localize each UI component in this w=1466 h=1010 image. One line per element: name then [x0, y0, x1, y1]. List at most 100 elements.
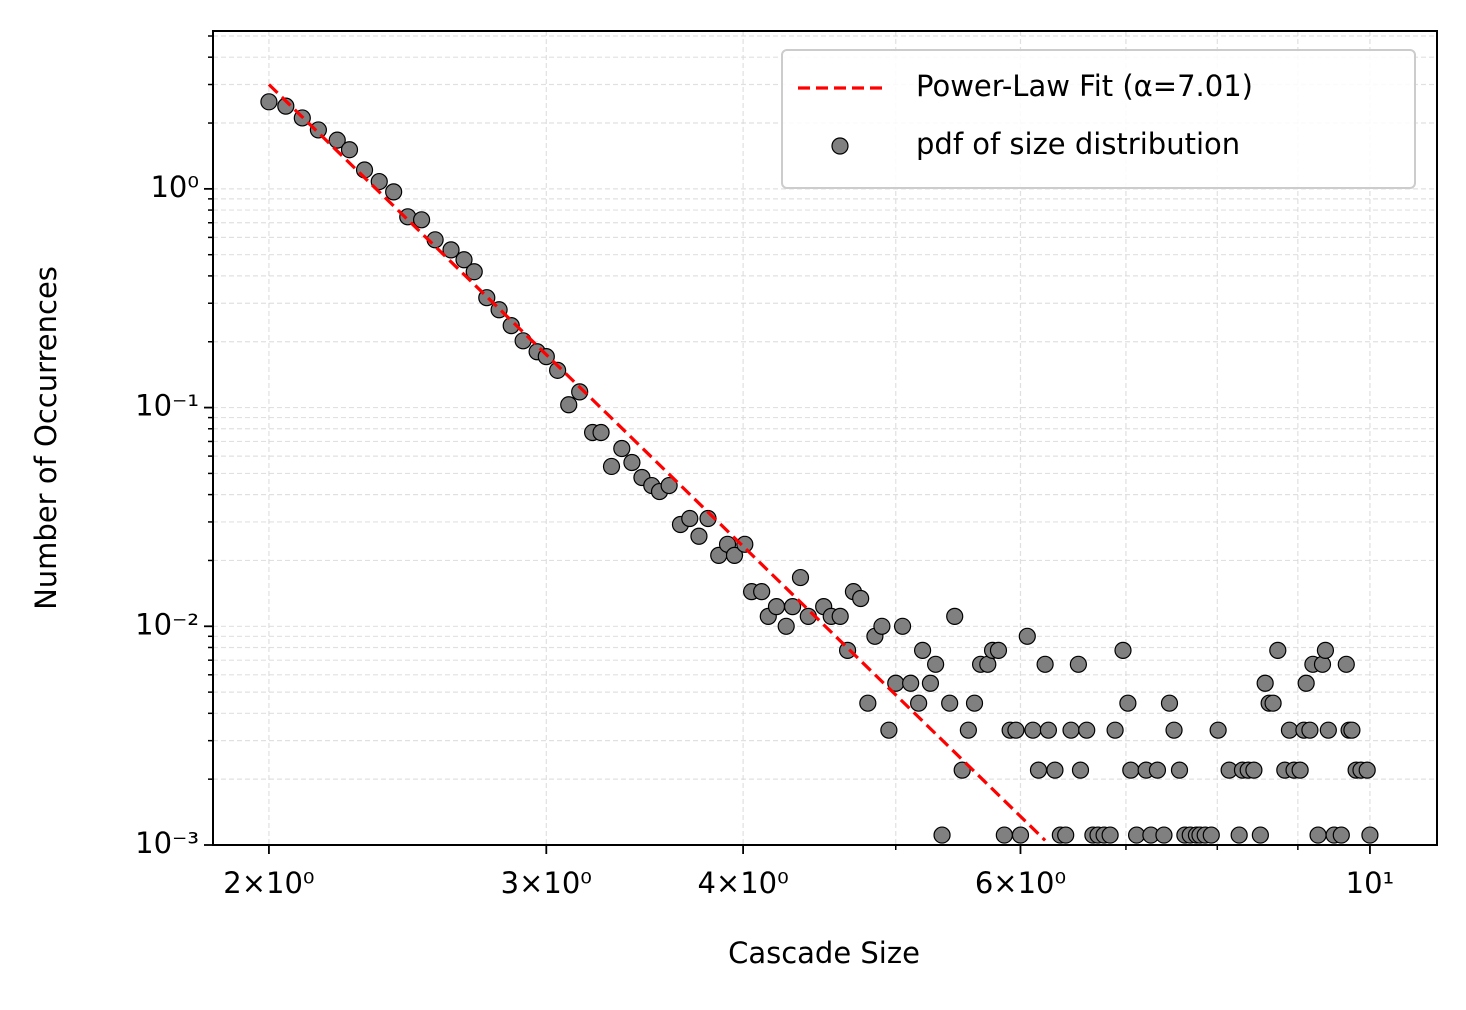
scatter-point [1071, 761, 1090, 779]
scatter-point [1245, 761, 1263, 779]
scatter-point [753, 583, 771, 601]
scatter-point [340, 141, 359, 159]
scatter-point [1332, 826, 1350, 844]
scatter-point [959, 721, 977, 739]
legend-box [781, 49, 1416, 189]
scatter-point [1256, 674, 1274, 692]
scatter-point [1343, 721, 1361, 739]
legend-label: Power-Law Fit (α=7.01) [916, 69, 1253, 103]
scatter-point [838, 641, 857, 659]
scatter-point [1011, 826, 1030, 844]
scatter-point [910, 694, 928, 712]
scatter-point [921, 674, 940, 692]
scatter-point [1122, 761, 1140, 779]
x-tick-label: 2×10⁰ [223, 866, 314, 900]
y-tick-label: 10⁰ [150, 170, 199, 204]
x-axis-label: Cascade Size [728, 936, 920, 970]
scatter-point [1301, 721, 1319, 739]
y-axis-label: Number of Occurrences [29, 266, 63, 610]
scatter-point [1160, 694, 1179, 712]
scatter-point [623, 453, 641, 472]
scatter-point [1291, 761, 1309, 779]
scatter-point [1202, 826, 1220, 844]
scatter-point [913, 641, 932, 659]
scatter-point [602, 457, 621, 476]
scatter-point [893, 617, 912, 635]
scatter-point [592, 423, 610, 442]
fit-line [267, 83, 1047, 842]
scatter-point [412, 211, 431, 229]
scatter-point [549, 361, 567, 379]
scatter-point [725, 546, 744, 564]
scatter-point [1119, 694, 1137, 712]
scatter-point [1280, 721, 1299, 739]
scatter-point [660, 476, 678, 495]
scatter-point [1062, 721, 1080, 739]
scatter-point [1148, 761, 1167, 779]
scatter-point [953, 761, 971, 779]
scatter-point [933, 826, 951, 844]
scatter-point [902, 674, 920, 692]
scatter-point [455, 251, 473, 269]
scatter-point [767, 598, 786, 616]
scatter-point [442, 241, 460, 259]
scatter-point [385, 183, 403, 201]
scatter-point [777, 617, 795, 635]
scatter-point [989, 641, 1008, 659]
scatter-point [1155, 826, 1173, 844]
scatter-point [1297, 674, 1315, 692]
scatter-point [1170, 761, 1189, 779]
scatter-point [859, 694, 877, 712]
scatter-point [783, 598, 802, 616]
scatter-point [370, 172, 388, 191]
y-tick-label: 10⁻³ [135, 826, 199, 860]
legend-label: pdf of size distribution [916, 127, 1240, 161]
scatter-point [880, 721, 898, 739]
scatter-point [1309, 826, 1327, 844]
scatter-point [260, 93, 278, 111]
scatter-point [852, 589, 870, 608]
scatter-point [613, 439, 631, 458]
scatter-point [1069, 655, 1087, 673]
scatter-point [1251, 826, 1269, 844]
scatter-point [1114, 641, 1132, 659]
scatter-point [791, 568, 810, 587]
scatter-point [399, 208, 417, 226]
y-tick-label: 10⁻¹ [135, 389, 199, 423]
legend-marker [831, 137, 849, 155]
scatter-point [927, 655, 945, 673]
scatter-point [1361, 826, 1379, 844]
scatter-point [965, 694, 984, 712]
scatter-point [502, 317, 520, 335]
scatter-point [309, 121, 328, 139]
scatter-point [1319, 721, 1337, 739]
scatter-point [328, 131, 346, 149]
scatter-point [571, 383, 589, 401]
scatter-point [831, 607, 849, 625]
scatter-point [1018, 627, 1036, 645]
scatter-point [736, 535, 754, 553]
scatter-point [690, 527, 708, 545]
x-tick-label: 3×10⁰ [501, 866, 592, 900]
x-tick-label: 6×10⁰ [975, 866, 1066, 900]
scatter-point [1128, 826, 1146, 844]
x-tick-label: 10¹ [1346, 866, 1395, 900]
scatter-point [514, 332, 532, 350]
scatter-point [1101, 826, 1119, 844]
plot-frame [212, 30, 1438, 846]
scatter-point [946, 607, 964, 625]
scatter-point [873, 617, 891, 635]
scatter-point [1046, 761, 1064, 779]
x-tick-label: 4×10⁰ [697, 866, 788, 900]
scatter-point [1106, 721, 1124, 739]
scatter-point [1029, 761, 1048, 779]
scatter-point [1209, 721, 1227, 739]
scatter-point [1165, 721, 1183, 739]
scatter-point [681, 509, 699, 528]
scatter-point [1337, 655, 1355, 673]
scatter-point [465, 263, 483, 281]
scatter-point [1316, 641, 1335, 659]
scatter-point [277, 97, 295, 115]
scatter-point [1264, 694, 1282, 712]
